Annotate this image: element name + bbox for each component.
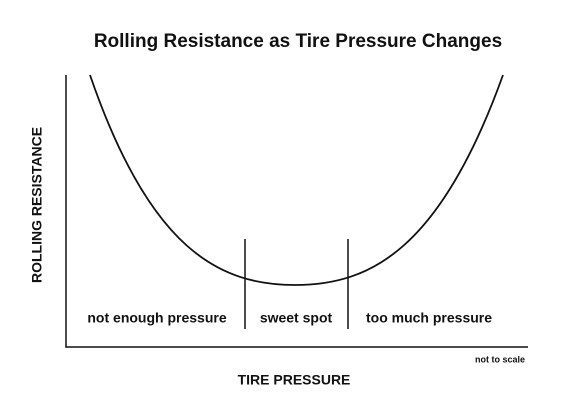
x-axis-label: TIRE PRESSURE bbox=[238, 372, 351, 388]
y-axis-label: ROLLING RESISTANCE bbox=[29, 127, 45, 283]
resistance-curve bbox=[89, 74, 504, 286]
region-label: sweet spot bbox=[260, 310, 333, 326]
region-label: not enough pressure bbox=[87, 310, 226, 326]
note: not to scale bbox=[475, 354, 525, 364]
region-label: too much pressure bbox=[366, 310, 492, 326]
title: Rolling Resistance as Tire Pressure Chan… bbox=[94, 31, 502, 52]
